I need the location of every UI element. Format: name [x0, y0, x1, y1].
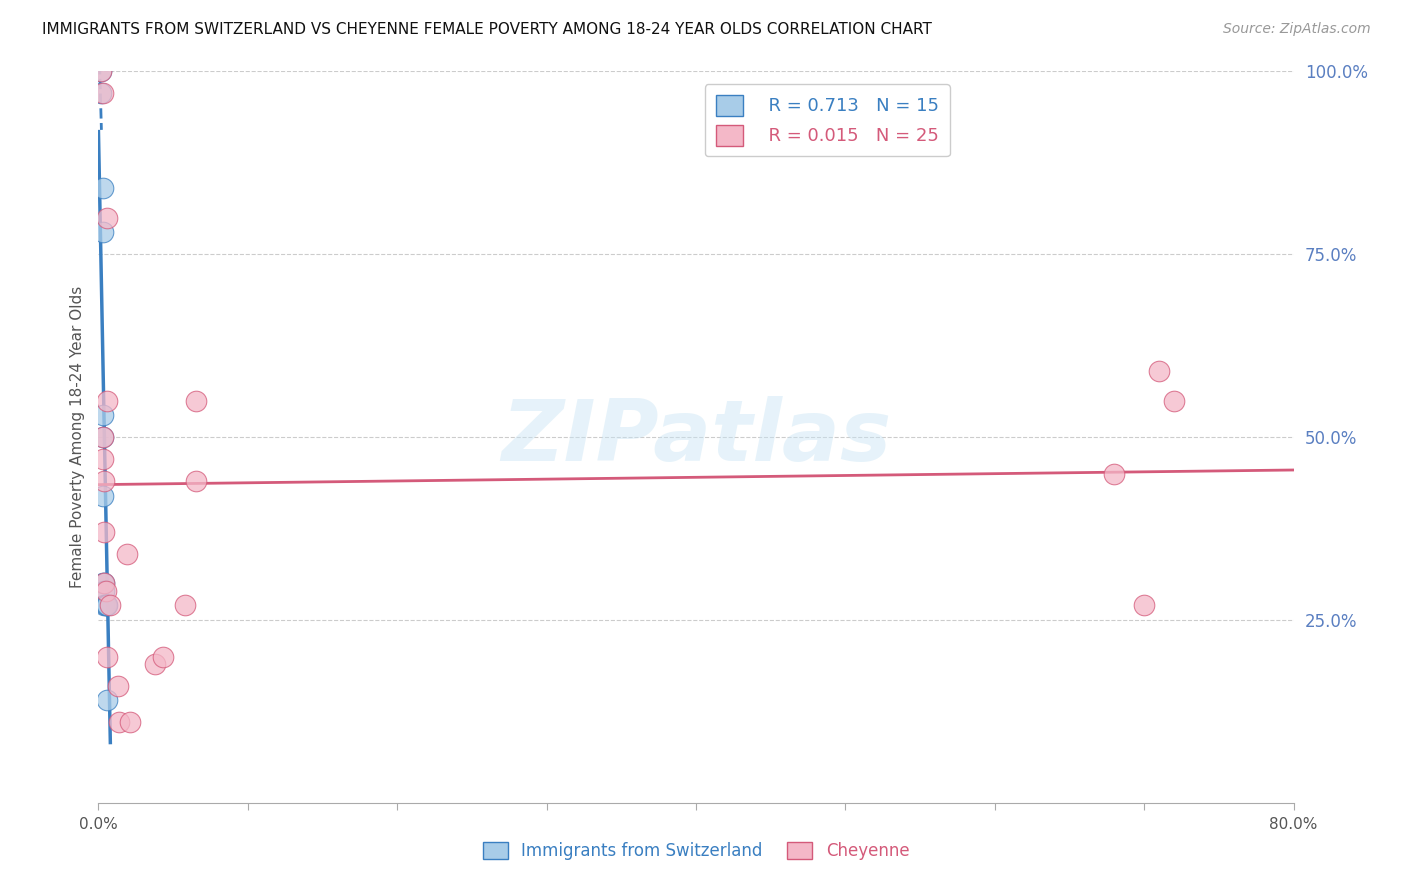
- Y-axis label: Female Poverty Among 18-24 Year Olds: Female Poverty Among 18-24 Year Olds: [69, 286, 84, 588]
- Point: [96, 693, 118, 707]
- Point: [93, 525, 115, 540]
- Point: [93, 576, 115, 591]
- Point: [91, 576, 114, 591]
- Point: [96, 599, 118, 613]
- Point: [94, 583, 117, 598]
- Point: [96, 649, 118, 664]
- Point: [91, 181, 114, 195]
- Point: [143, 657, 166, 671]
- Point: [91, 430, 114, 444]
- Point: [91, 225, 114, 239]
- Point: [93, 576, 115, 591]
- Point: [107, 679, 129, 693]
- Point: [93, 474, 115, 488]
- Point: [91, 489, 114, 503]
- Point: [94, 599, 117, 613]
- Point: [1104, 467, 1126, 481]
- Point: [184, 393, 207, 408]
- Point: [94, 599, 117, 613]
- Point: [184, 474, 207, 488]
- Point: [115, 547, 138, 561]
- Point: [91, 87, 114, 101]
- Text: Source: ZipAtlas.com: Source: ZipAtlas.com: [1223, 22, 1371, 37]
- Point: [90, 87, 112, 101]
- Point: [1133, 599, 1156, 613]
- Point: [91, 452, 114, 467]
- Point: [174, 599, 197, 613]
- Point: [152, 649, 174, 664]
- Point: [98, 599, 122, 613]
- Point: [108, 715, 131, 730]
- Point: [91, 430, 114, 444]
- Legend: Immigrants from Switzerland, Cheyenne: Immigrants from Switzerland, Cheyenne: [482, 842, 910, 860]
- Text: ZIPatlas: ZIPatlas: [501, 395, 891, 479]
- Point: [93, 599, 115, 613]
- Point: [96, 393, 118, 408]
- Point: [90, 64, 112, 78]
- Point: [1147, 364, 1170, 378]
- Point: [118, 715, 141, 730]
- Point: [90, 64, 112, 78]
- Point: [96, 211, 118, 225]
- Point: [1163, 393, 1185, 408]
- Text: IMMIGRANTS FROM SWITZERLAND VS CHEYENNE FEMALE POVERTY AMONG 18-24 YEAR OLDS COR: IMMIGRANTS FROM SWITZERLAND VS CHEYENNE …: [42, 22, 932, 37]
- Point: [93, 583, 115, 598]
- Point: [91, 408, 114, 422]
